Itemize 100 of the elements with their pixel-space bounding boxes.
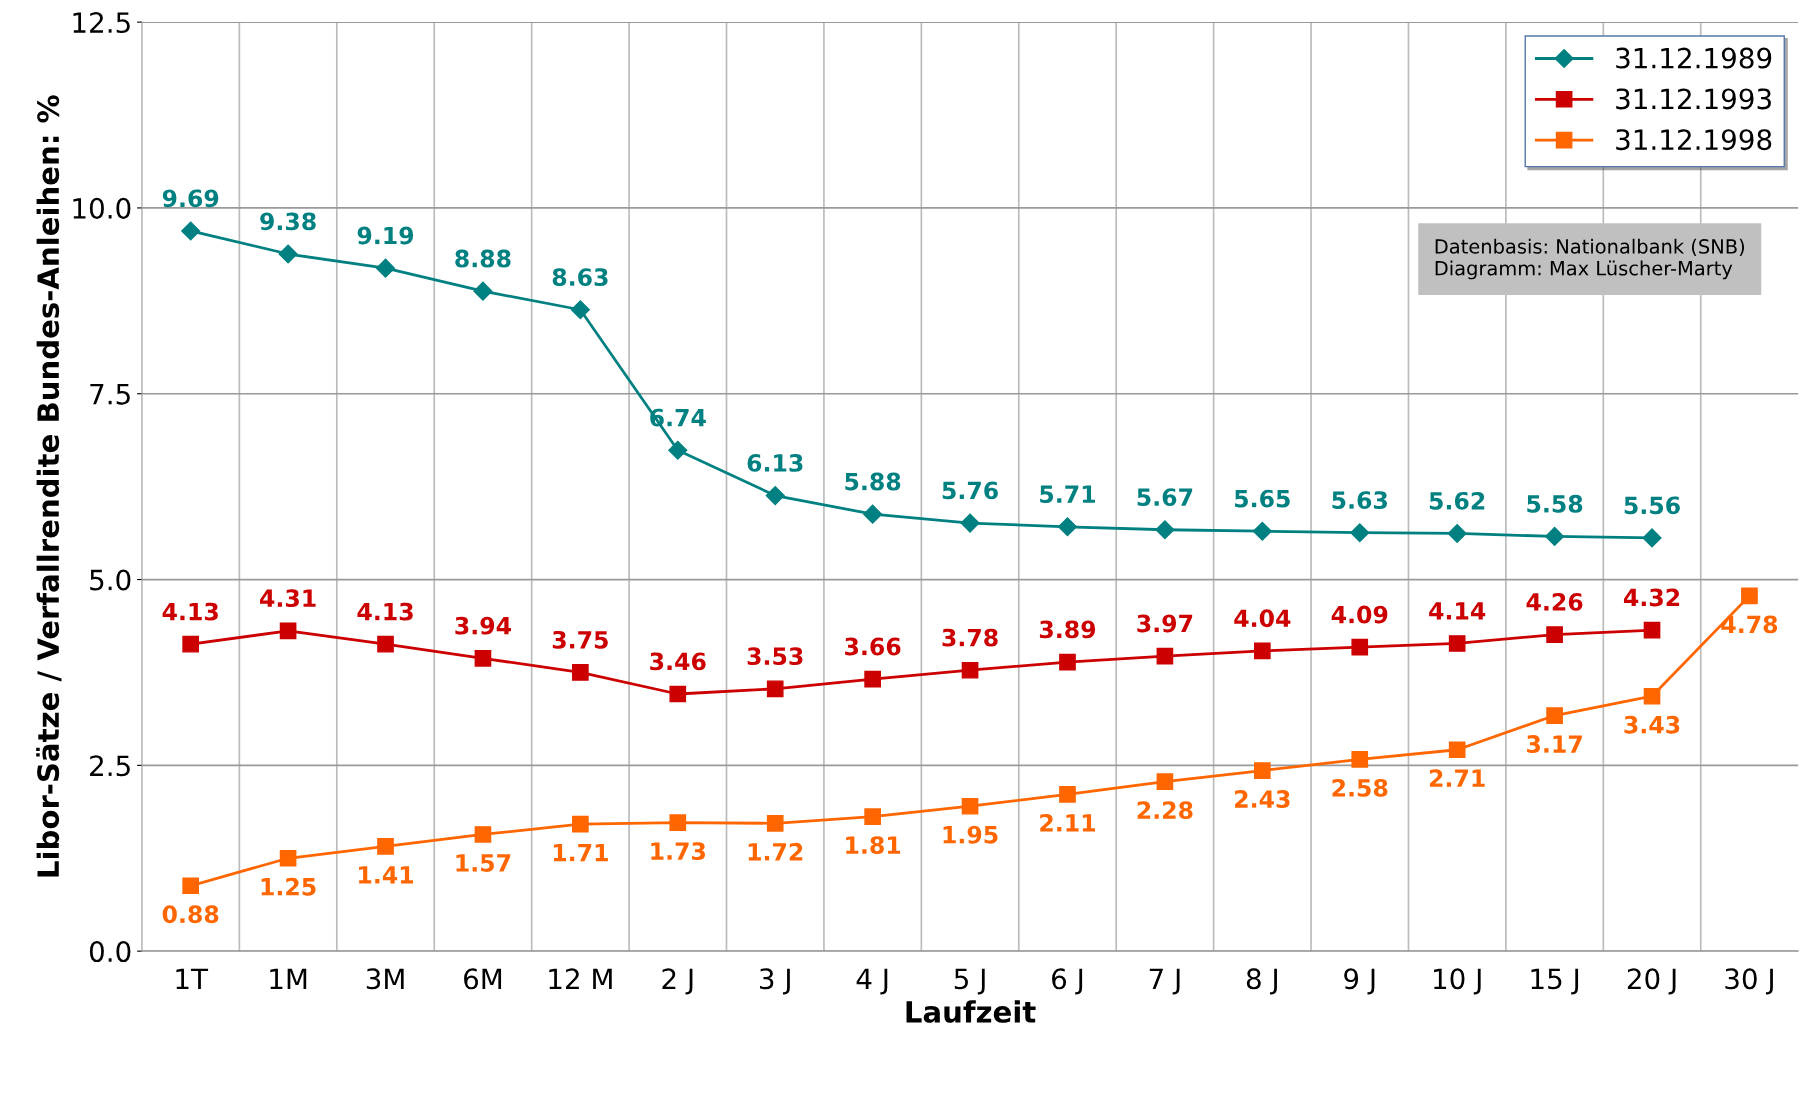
data-label: 1.72 (748, 842, 803, 861)
legend-label: 31.12.1998 (1616, 129, 1772, 151)
point (1156, 647, 1174, 665)
point (375, 258, 396, 278)
point (182, 635, 200, 653)
point (1642, 528, 1662, 548)
data-label: 4.14 (1429, 602, 1486, 620)
point (1057, 517, 1078, 537)
data-label: 5.56 (1624, 496, 1680, 515)
data-label: 5.71 (1040, 485, 1095, 504)
y-tick-label: 10.0 (73, 197, 131, 219)
legend-label: 31.12.1993 (1616, 88, 1771, 110)
data-label: 3.78 (942, 628, 998, 647)
annotation: Diagramm: Max Lüscher-Marty (1435, 260, 1733, 280)
point (960, 513, 980, 533)
data-label: 4.09 (1331, 605, 1388, 624)
point (1643, 621, 1661, 639)
x-tick-label: 1M (270, 968, 307, 989)
data-label: 9.38 (260, 212, 316, 231)
x-tick-label: 3M (366, 968, 404, 990)
point (1545, 526, 1565, 546)
point (863, 504, 883, 524)
y-tick-label: 2.5 (90, 755, 130, 777)
point (1447, 523, 1467, 543)
x-tick-label: 5 J (954, 968, 985, 995)
point (864, 670, 881, 688)
data-label: 9.19 (357, 226, 414, 245)
x-tick-label: 8 J (1246, 968, 1277, 995)
x-tick-label: 6M (464, 968, 502, 990)
data-label: 4.04 (1234, 609, 1291, 628)
point (1059, 786, 1076, 803)
data-label: 5.76 (942, 481, 998, 500)
data-label: 3.17 (1527, 735, 1582, 753)
data-label: 1.71 (553, 843, 608, 862)
data-label: 1.25 (261, 877, 316, 896)
y-axis-title: Libor-Sätze / Verfallrendite Bundes-Anleihen: % (36, 95, 62, 877)
data-label: 0.88 (162, 905, 219, 924)
data-label: 1.95 (943, 825, 998, 844)
x-tick-label: 7 J (1149, 968, 1180, 995)
data-label: 3.53 (747, 647, 803, 666)
point (1741, 587, 1758, 605)
data-label: 4.26 (1526, 592, 1583, 611)
y-tick-label: 12.5 (73, 12, 130, 34)
x-tick-label: 30 J (1725, 968, 1773, 995)
point (377, 838, 394, 855)
data-label: 4.32 (1623, 588, 1680, 607)
point (1351, 638, 1369, 656)
point (961, 797, 979, 815)
x-tick-label: 20 J (1627, 968, 1676, 995)
data-label: 8.88 (455, 249, 511, 268)
point (1252, 521, 1272, 541)
data-label: 5.62 (1429, 491, 1485, 510)
point (278, 244, 298, 264)
point (1448, 741, 1466, 759)
y-tick-label: 5.0 (90, 569, 131, 591)
point (181, 221, 201, 241)
point (572, 664, 589, 681)
data-label: 6.13 (747, 453, 803, 472)
point (572, 815, 589, 833)
data-label: 5.65 (1235, 489, 1290, 508)
data-label: 3.97 (1137, 614, 1193, 633)
point (766, 680, 784, 698)
data-label: 3.43 (1624, 715, 1680, 734)
y-tick-label: 0.0 (89, 941, 131, 963)
point (1156, 773, 1174, 791)
point (1253, 762, 1271, 779)
point (1350, 523, 1370, 543)
data-label: 2.71 (1429, 769, 1485, 787)
point (766, 814, 784, 832)
data-label: 5.63 (1332, 491, 1387, 510)
point (182, 877, 200, 895)
x-tick-label: 9 J (1344, 968, 1375, 995)
data-label: 2.28 (1137, 801, 1193, 820)
x-tick-label: 1T (176, 968, 209, 989)
point (1059, 653, 1076, 671)
point (473, 281, 493, 301)
point (1643, 687, 1661, 705)
data-label: 5.58 (1527, 494, 1583, 513)
data-label: 4.31 (260, 589, 316, 608)
annotation: Datenbasis: Nationalbank (SNB) (1435, 238, 1745, 257)
point (765, 486, 785, 506)
data-label: 2.58 (1332, 778, 1388, 797)
x-tick-label: 12 M (549, 968, 612, 989)
point (669, 685, 687, 703)
data-label: 1.57 (456, 854, 511, 872)
point (1546, 707, 1563, 724)
data-label: 4.13 (162, 602, 218, 621)
data-label: 8.63 (552, 268, 608, 287)
point (668, 440, 688, 460)
point (1351, 751, 1369, 768)
point (279, 622, 297, 640)
x-tick-label: 10 J (1434, 968, 1481, 995)
x-tick-label: 3 J (759, 968, 790, 995)
data-label: 3.89 (1039, 620, 1096, 639)
point (279, 849, 297, 867)
data-label: 1.41 (359, 866, 414, 884)
data-label: 3.46 (650, 652, 706, 671)
point (864, 808, 881, 825)
point (377, 635, 394, 653)
data-label: 2.43 (1235, 790, 1290, 808)
